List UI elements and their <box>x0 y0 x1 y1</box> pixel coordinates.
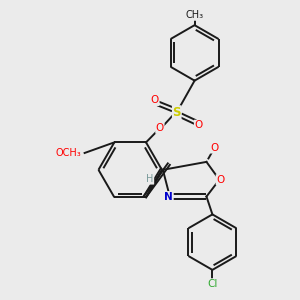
Text: H: H <box>146 174 154 184</box>
Text: O: O <box>194 120 203 130</box>
Text: O: O <box>210 143 218 153</box>
Text: OCH₃: OCH₃ <box>56 148 82 158</box>
Text: N: N <box>164 192 173 202</box>
Text: O: O <box>156 123 164 133</box>
Text: O: O <box>151 95 159 106</box>
Text: CH₃: CH₃ <box>185 10 204 20</box>
Text: O: O <box>216 175 224 185</box>
Text: Cl: Cl <box>207 279 218 289</box>
Text: S: S <box>172 106 181 119</box>
